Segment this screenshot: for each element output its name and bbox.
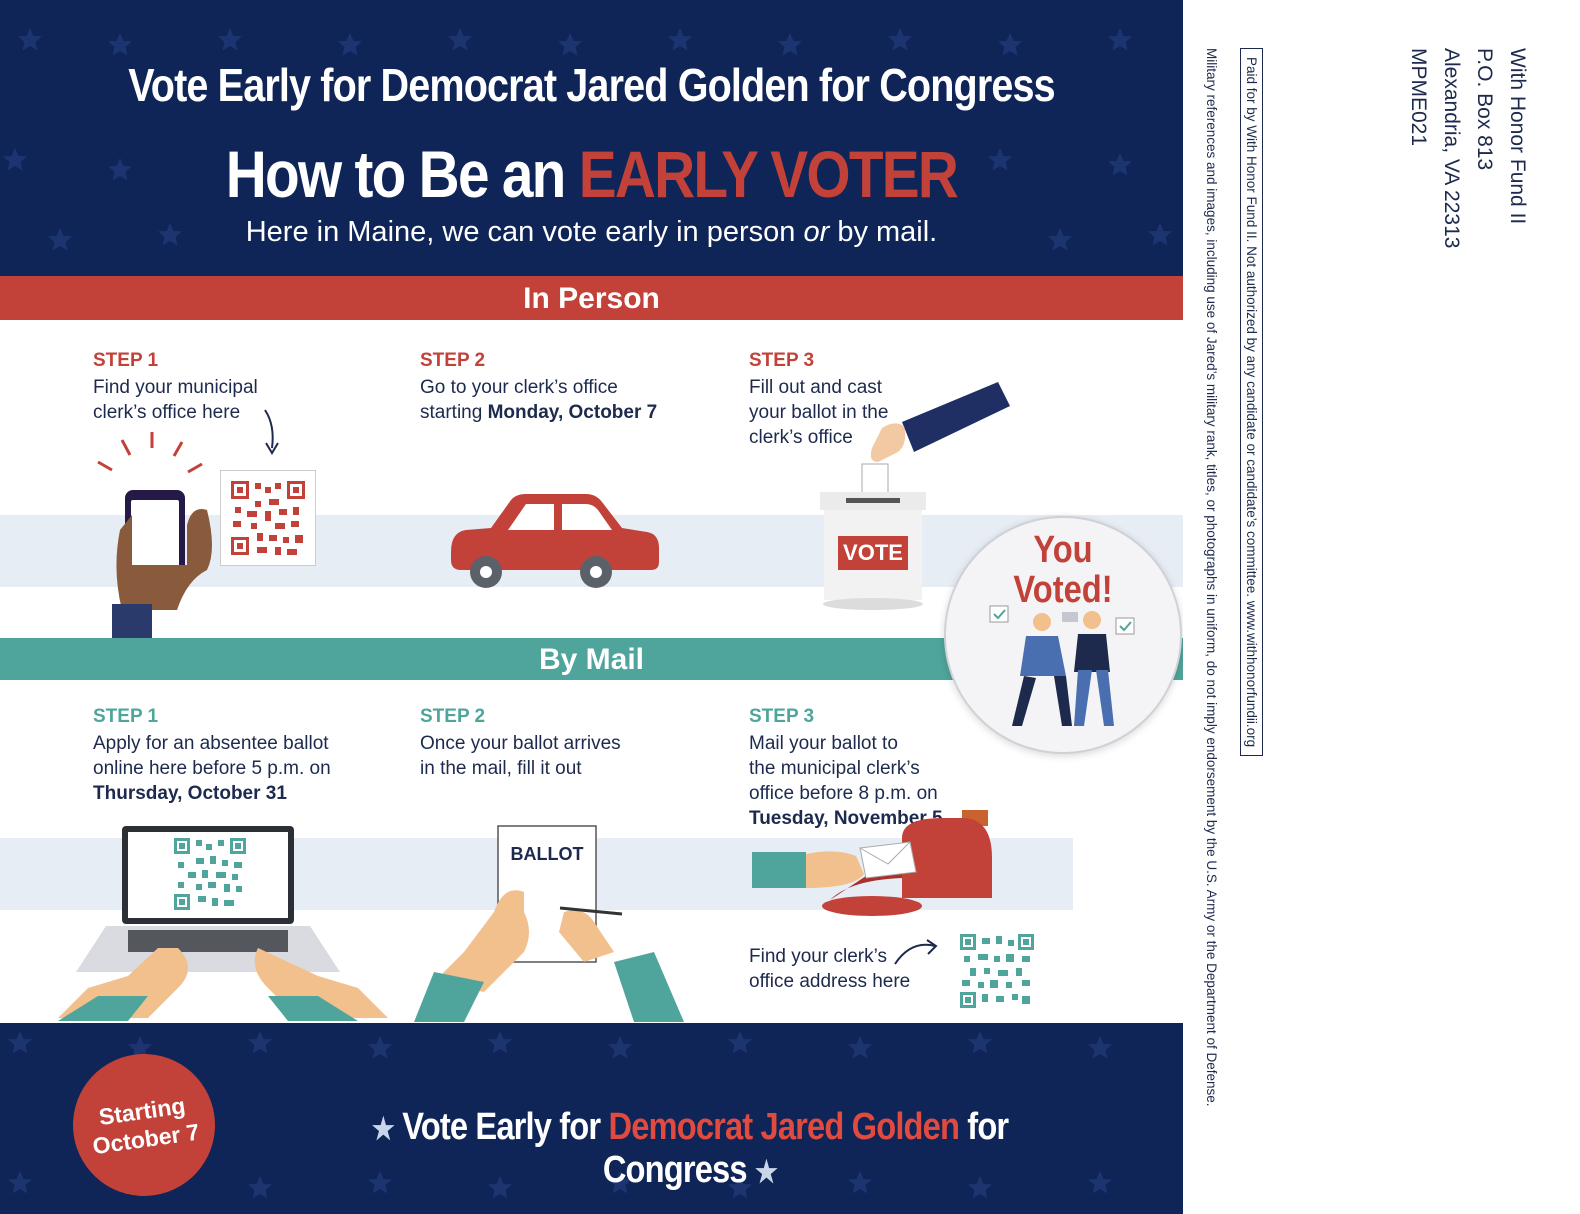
footer-text-suffix: for Congress — [602, 1106, 1009, 1191]
text-line: Find your municipal — [93, 377, 258, 398]
in-person-step2-label: STEP 2 — [420, 350, 486, 371]
qr-code-icon — [230, 480, 306, 556]
footer-slogan: ★ Vote Early for Democrat Jared Golden f… — [312, 1106, 1069, 1192]
text-line: Apply for an absentee ballot — [93, 733, 329, 754]
text-line: starting Monday, October 7 — [420, 400, 657, 425]
header-title-prefix: How to Be an — [225, 137, 579, 211]
text-line: Mail your ballot to — [749, 733, 898, 754]
by-mail-step2-label: STEP 2 — [420, 706, 486, 727]
date-bold: Tuesday, November 5 — [749, 808, 943, 829]
text-prefix: starting — [420, 402, 488, 423]
qr-code-absentee-ballot[interactable] — [174, 838, 246, 910]
ballot-paper-label: BALLOT — [510, 844, 584, 864]
clerk-address-note: Find your clerk’s office address here — [749, 944, 910, 994]
text-line: Fill out and cast — [749, 377, 883, 398]
in-person-step1-text: Find your municipal clerk’s office here — [93, 375, 258, 425]
in-person-step1-label: STEP 1 — [93, 350, 159, 371]
address-line: Alexandria, VA 22313 — [1440, 48, 1463, 249]
address-line: MPME021 — [1407, 48, 1430, 147]
header-subtitle: Here in Maine, we can vote early in pers… — [0, 216, 1183, 249]
military-disclaimer: Military references and images, includin… — [1204, 48, 1219, 1107]
text-line: Once your ballot arrives — [420, 733, 621, 754]
in-person-band: In Person — [0, 276, 1183, 320]
vote-box-label: VOTE — [843, 540, 903, 565]
header-title-accent: EARLY VOTER — [578, 137, 959, 211]
header-title: How to Be an EARLY VOTER — [83, 136, 1100, 212]
text-line: Go to your clerk’s office — [420, 377, 618, 398]
you-voted-sticker: You Voted! — [944, 516, 1182, 754]
text-line: clerk’s office here — [93, 402, 241, 423]
star-icon: ★ — [371, 1113, 395, 1146]
qr-code-icon — [960, 934, 1034, 1008]
subtitle-prefix: Here in Maine, we can vote early in pers… — [245, 216, 804, 248]
address-line: P.O. Box 813 — [1473, 48, 1496, 171]
text-line: clerk’s office — [749, 427, 853, 448]
sticker-line: Voted! — [1013, 569, 1113, 611]
mailbox-illustration — [752, 810, 992, 916]
text-line: the municipal clerk’s — [749, 758, 920, 779]
mailer-front-panel: Vote Early for Democrat Jared Golden for… — [0, 0, 1183, 1214]
qr-code-icon — [174, 838, 246, 910]
qr-code-clerk-lookup[interactable] — [220, 470, 316, 566]
sticker-text: You Voted! — [962, 530, 1163, 610]
return-address: With Honor Fund II P.O. Box 813 Alexandr… — [1402, 48, 1534, 248]
text-line: online here before 5 p.m. on — [93, 758, 331, 779]
header-headline: Vote Early for Democrat Jared Golden for… — [128, 59, 1055, 111]
date-bold: Thursday, October 31 — [93, 783, 287, 804]
text-line: office before 8 p.m. on — [749, 783, 938, 804]
by-mail-step1-label: STEP 1 — [93, 706, 159, 727]
ballot-paper-illustration — [414, 825, 684, 1022]
in-person-step2-text: Go to your clerk’s office starting Monda… — [420, 375, 657, 425]
text-line: in the mail, fill it out — [420, 758, 582, 779]
paid-for-disclaimer: Paid for by With Honor Fund II. Not auth… — [1240, 48, 1263, 757]
header-section: Vote Early for Democrat Jared Golden for… — [0, 0, 1183, 276]
text-line: Find your clerk’s — [749, 946, 887, 967]
ballot-box-illustration — [820, 382, 1010, 610]
text-line: your ballot in the — [749, 402, 889, 423]
star-icon: ★ — [754, 1156, 778, 1189]
qr-code-clerk-address[interactable] — [960, 934, 1034, 1008]
subtitle-italic: or — [803, 216, 830, 248]
by-mail-step1-text: Apply for an absentee ballot online here… — [93, 731, 331, 806]
footer-text-prefix: Vote Early for — [402, 1106, 609, 1148]
by-mail-step3-text: Mail your ballot to the municipal clerk’… — [749, 731, 943, 831]
car-illustration — [451, 494, 659, 588]
by-mail-step3-label: STEP 3 — [749, 706, 815, 727]
by-mail-step2-text: Once your ballot arrives in the mail, fi… — [420, 731, 621, 781]
in-person-step3-label: STEP 3 — [749, 350, 815, 371]
date-bold: Monday, October 7 — [487, 402, 658, 423]
subtitle-suffix: by mail. — [829, 216, 938, 248]
sticker-line: You — [1033, 529, 1093, 571]
arrow-icon — [894, 939, 938, 965]
footer-text-accent: Democrat Jared Golden — [608, 1106, 960, 1148]
in-person-step3-text: Fill out and cast your ballot in the cle… — [749, 375, 888, 450]
voters-celebrating-illustration — [989, 605, 1135, 726]
text-line: office address here — [749, 971, 911, 992]
address-line: With Honor Fund II — [1506, 48, 1529, 225]
phone-hand-illustration — [97, 409, 279, 640]
